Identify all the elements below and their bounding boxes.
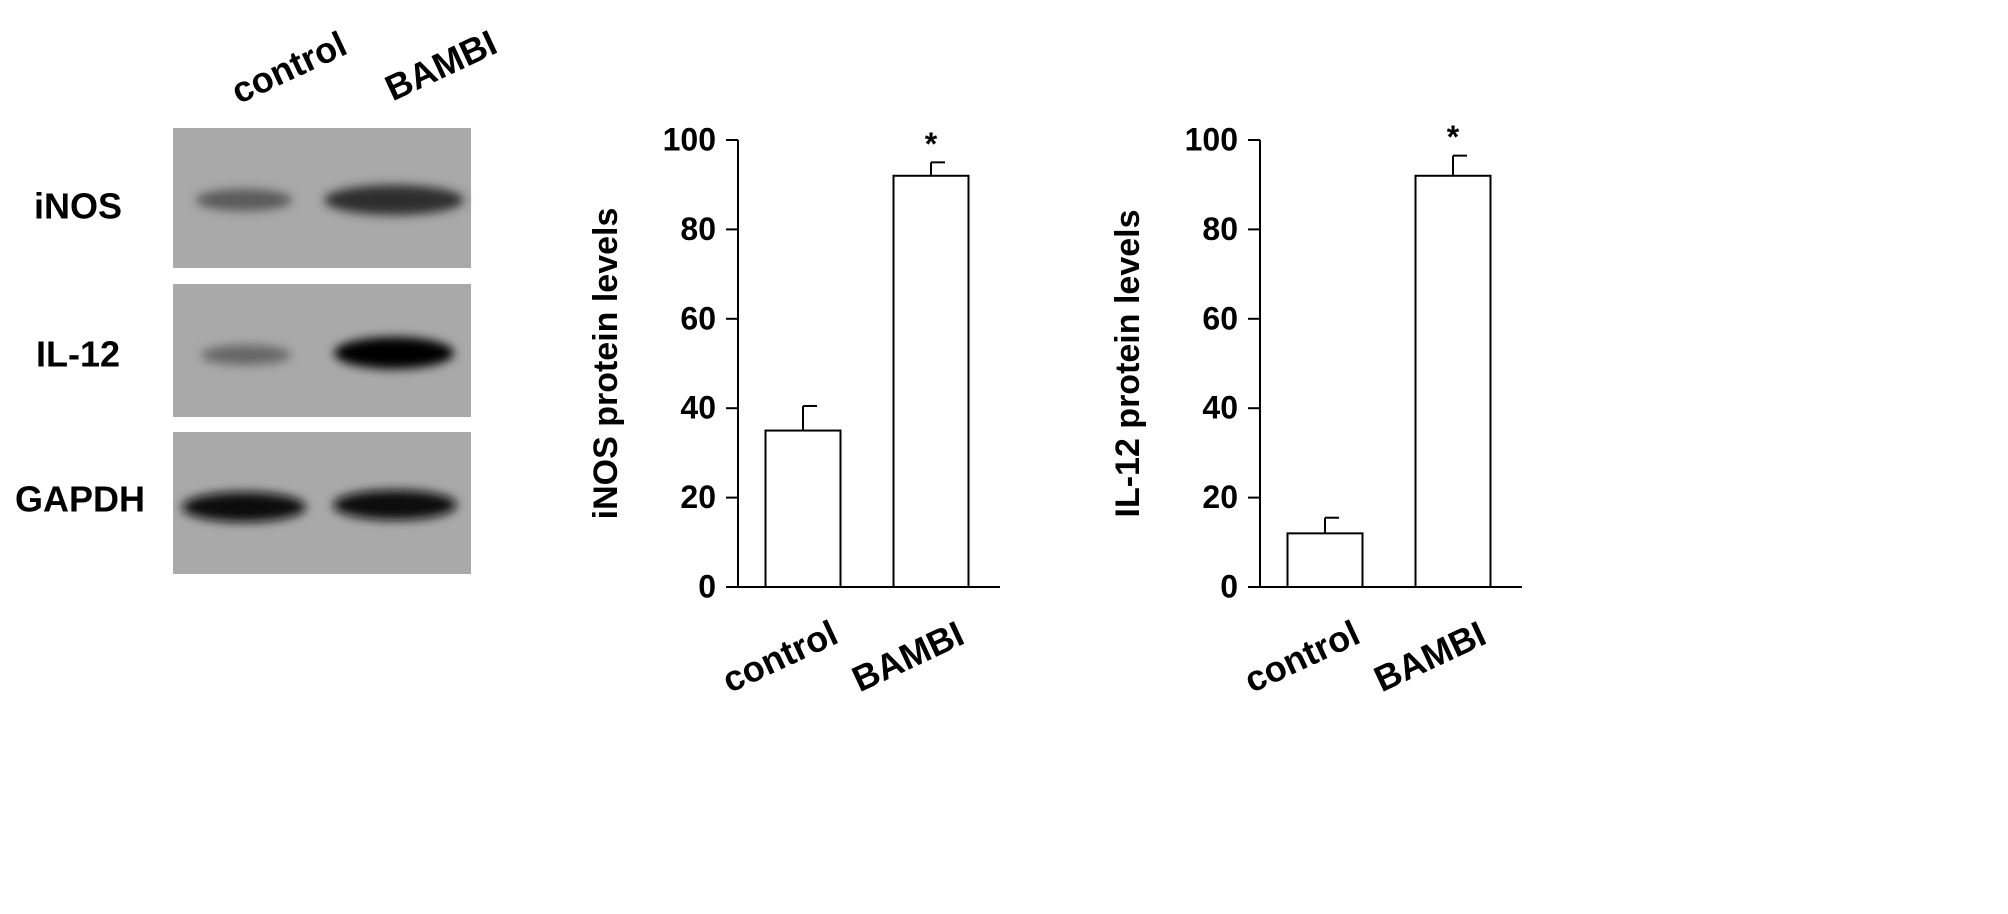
bar [1414,174,1492,588]
row-label: GAPDH [15,479,145,520]
y-tick-label: 100 [1185,121,1238,157]
x-tick-label: control [716,612,844,701]
bar [892,174,970,588]
significance-mark: * [925,126,938,162]
x-tick-label: BAMBI [846,613,970,700]
bar [764,429,842,588]
y-tick-label: 80 [680,211,716,247]
y-tick-label: 80 [1202,211,1238,247]
lane-label: control [225,23,353,112]
y-tick-label: 60 [1202,300,1238,336]
significance-mark: * [1447,119,1460,155]
y-tick-label: 40 [680,390,716,426]
y-tick-label: 100 [663,121,716,157]
bar [1286,532,1364,588]
band [333,490,457,520]
y-axis-label: iNOS protein levels [587,208,625,520]
y-tick-label: 0 [1220,568,1238,604]
y-axis-label: IL-12 protein levels [1109,210,1147,518]
band [201,345,291,365]
lane-label: BAMBI [379,22,503,109]
band [196,189,292,211]
x-tick-label: control [1238,612,1366,701]
band [182,492,306,522]
band [324,185,464,215]
x-tick-label: BAMBI [1368,613,1492,700]
y-tick-label: 40 [1202,390,1238,426]
y-tick-label: 20 [680,479,716,515]
band [334,337,454,369]
western-blot: control BAMBI iNOS IL-12 GAPDH [15,22,503,574]
y-tick-label: 60 [680,300,716,336]
y-tick-label: 20 [1202,479,1238,515]
row-label: IL-12 [36,334,120,375]
y-tick-label: 0 [698,568,716,604]
row-label: iNOS [34,186,122,227]
